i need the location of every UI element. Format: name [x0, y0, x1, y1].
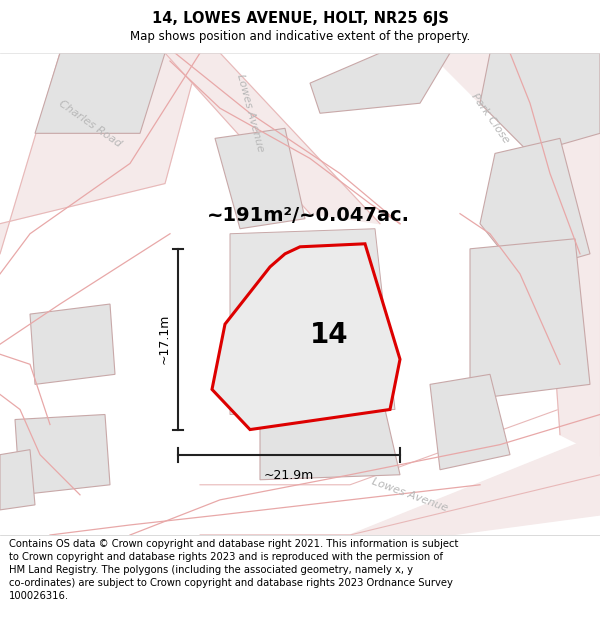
Text: ~191m²/~0.047ac.: ~191m²/~0.047ac. — [207, 206, 410, 225]
Text: Lowes Avenue: Lowes Avenue — [371, 476, 449, 513]
Text: Park Close: Park Close — [469, 91, 511, 145]
Polygon shape — [430, 53, 600, 174]
Polygon shape — [480, 53, 600, 153]
Polygon shape — [35, 53, 165, 133]
Polygon shape — [200, 434, 600, 535]
Text: 14, LOWES AVENUE, HOLT, NR25 6JS: 14, LOWES AVENUE, HOLT, NR25 6JS — [152, 11, 448, 26]
Text: Contains OS data © Crown copyright and database right 2021. This information is : Contains OS data © Crown copyright and d… — [9, 539, 458, 601]
Polygon shape — [310, 53, 450, 113]
Text: Lowes Avenue: Lowes Avenue — [235, 73, 265, 153]
Polygon shape — [450, 53, 600, 103]
Polygon shape — [430, 374, 510, 470]
Polygon shape — [0, 53, 200, 254]
Polygon shape — [230, 229, 395, 414]
Polygon shape — [0, 449, 35, 510]
Text: ~21.9m: ~21.9m — [264, 469, 314, 482]
Polygon shape — [212, 244, 400, 429]
Polygon shape — [470, 239, 590, 399]
Polygon shape — [215, 128, 305, 229]
Text: Map shows position and indicative extent of the property.: Map shows position and indicative extent… — [130, 31, 470, 44]
Polygon shape — [480, 138, 590, 274]
Text: 14: 14 — [310, 321, 349, 349]
Polygon shape — [15, 414, 110, 495]
Polygon shape — [420, 53, 600, 93]
Polygon shape — [260, 409, 400, 480]
Text: Charles Road: Charles Road — [57, 98, 123, 149]
Polygon shape — [30, 304, 115, 384]
Polygon shape — [130, 53, 380, 224]
Text: ~17.1m: ~17.1m — [157, 314, 170, 364]
Polygon shape — [540, 133, 600, 454]
